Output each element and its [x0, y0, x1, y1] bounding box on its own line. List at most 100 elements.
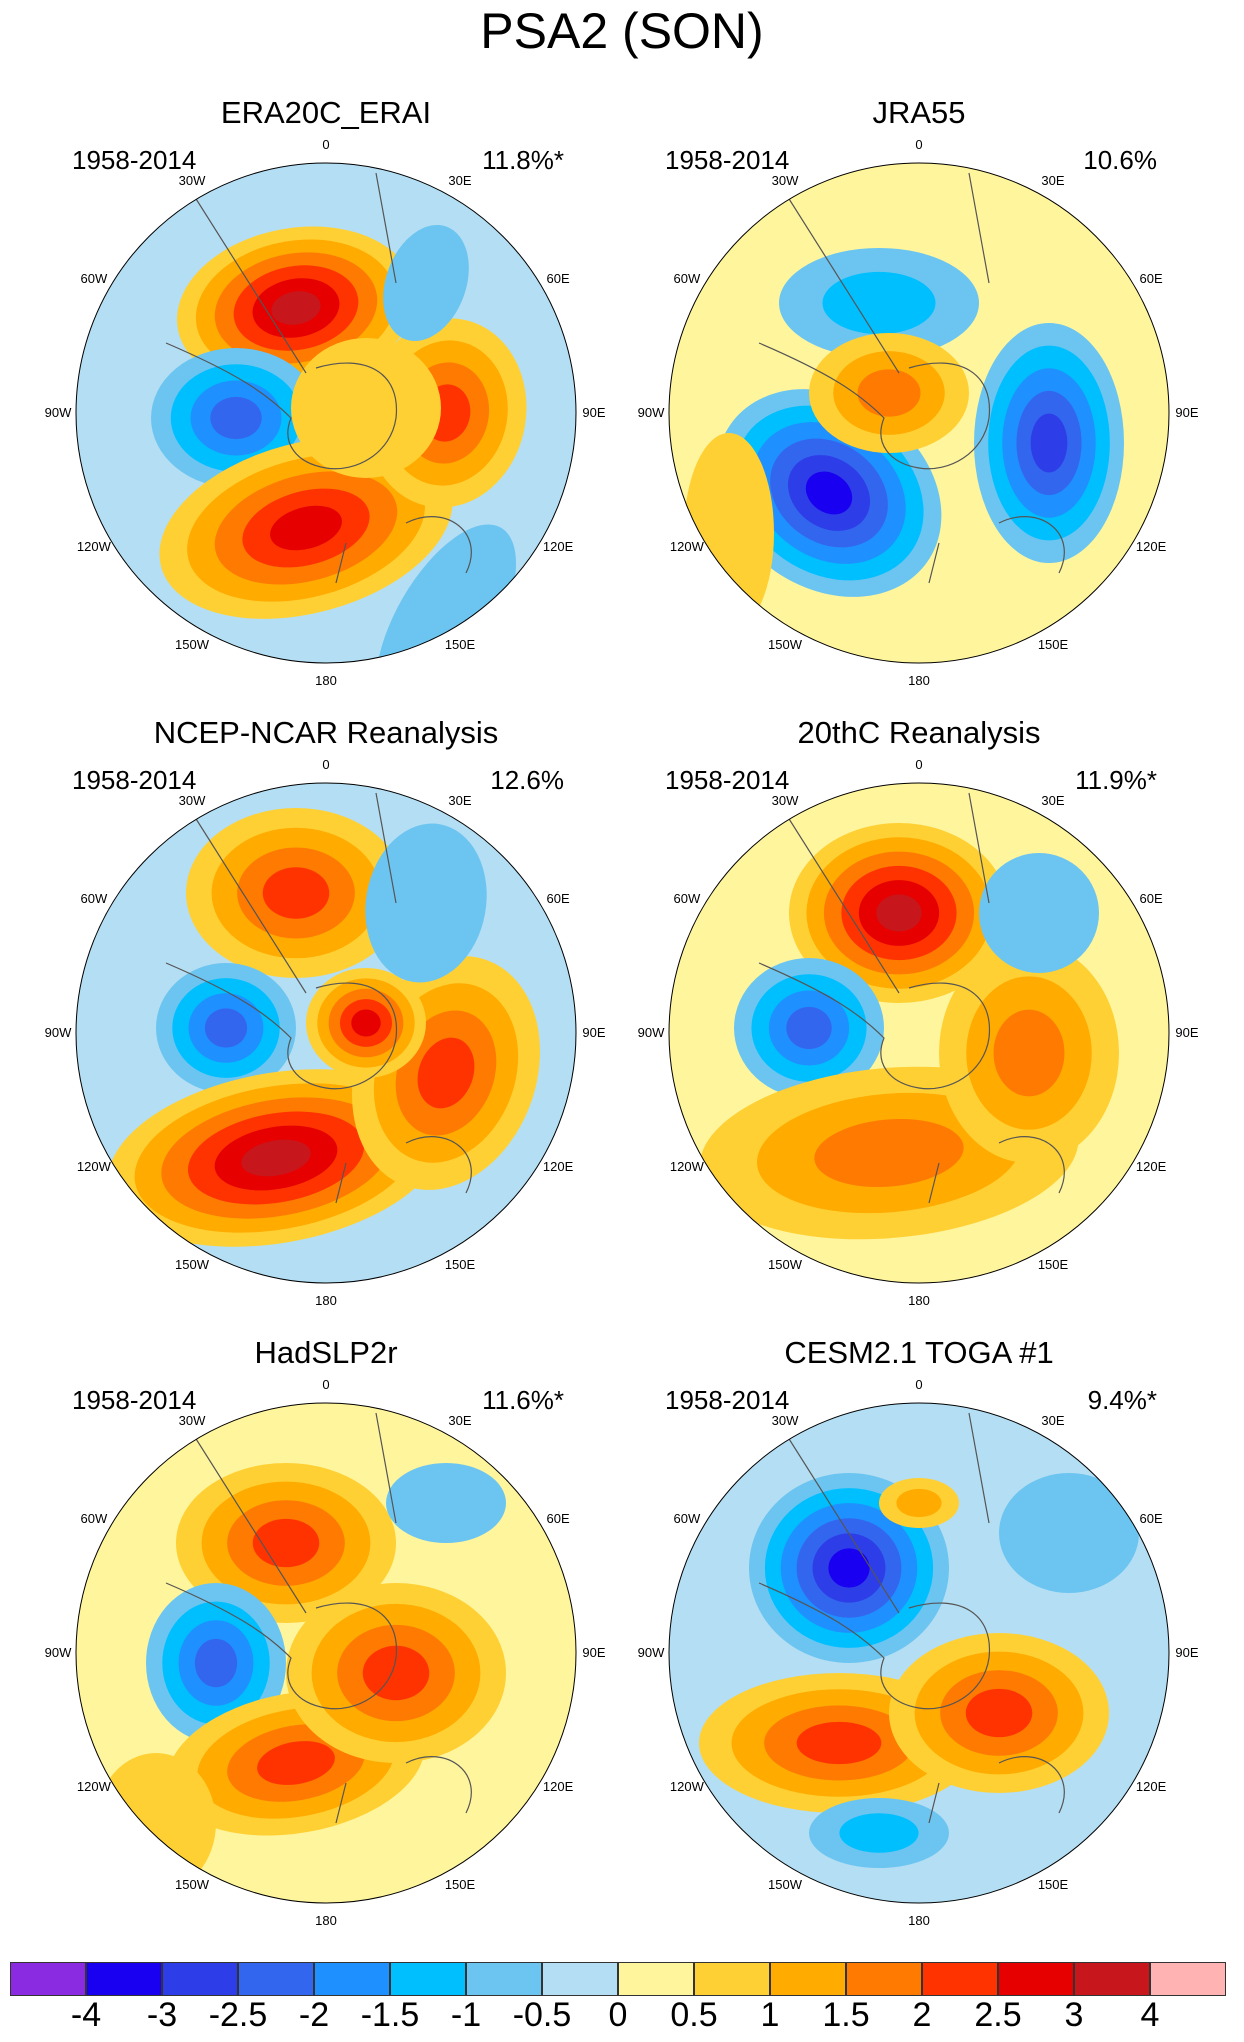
longitude-label: 60E: [546, 891, 570, 906]
map-boundary: [75, 782, 577, 1284]
longitude-label: 30W: [178, 172, 206, 188]
colorbar-swatch: [390, 1962, 466, 1996]
contour-shading: [417, 1037, 475, 1109]
coastline: [758, 1412, 1065, 1824]
longitude-label: 90W: [44, 1025, 72, 1040]
contour-shading: [194, 1638, 238, 1688]
longitude-label: 60E: [546, 1511, 570, 1526]
polar-map: [668, 162, 1170, 664]
contour-shading: [979, 853, 1099, 973]
contour-shading: [796, 1721, 882, 1765]
longitude-label: 150W: [175, 1877, 209, 1893]
longitude-label: 120E: [1135, 1159, 1167, 1174]
longitude-label: 150E: [1037, 637, 1069, 653]
contour-shading: [351, 1009, 381, 1037]
colorbar-label: 3: [1064, 1996, 1084, 2034]
colorbar-label: 1: [760, 1996, 780, 2034]
period-label: 1958-2014: [72, 145, 197, 175]
longitude-label: 30E: [1041, 792, 1065, 808]
longitude-label: 0: [915, 757, 923, 772]
longitude-label: 60W: [80, 271, 108, 286]
longitude-label: 120W: [669, 539, 704, 554]
contour-shading: [805, 471, 853, 515]
longitude-label: 60E: [546, 271, 570, 286]
longitude-label: 150E: [1037, 1877, 1069, 1893]
contour-shading: [96, 1753, 216, 1893]
longitude-label: 0: [322, 1377, 330, 1392]
colorbar-swatch: [846, 1962, 922, 1996]
contour-shading: [822, 271, 936, 335]
longitude-label: 30E: [448, 1412, 472, 1428]
longitude-label: 120E: [542, 1159, 574, 1174]
longitude-label: 150E: [444, 1257, 476, 1273]
longitude-label: 90W: [637, 1025, 665, 1040]
polar-map: [75, 162, 577, 664]
map-boundary: [668, 162, 1170, 664]
colorbar-label: -2: [298, 1996, 330, 2034]
contour-shading: [262, 867, 330, 919]
colorbar-label: -1.5: [360, 1996, 420, 2034]
longitude-label: 120E: [542, 539, 574, 554]
period-label: 1958-2014: [665, 1385, 790, 1415]
longitude-label: 90E: [1175, 1645, 1199, 1660]
colorbar-swatch: [998, 1962, 1074, 1996]
longitude-label: 60W: [80, 1511, 108, 1526]
contour-shading: [386, 1463, 506, 1543]
colorbar-label: -2.5: [208, 1996, 268, 2034]
colorbar-swatch: [162, 1962, 238, 1996]
contour-shading: [965, 1688, 1033, 1738]
colorbar-label: -0.5: [512, 1996, 572, 2034]
variance-label: 11.8%*: [482, 145, 564, 175]
longitude-label: 150E: [1037, 1257, 1069, 1273]
contour-shading: [204, 1008, 248, 1048]
longitude-label: 30W: [178, 1412, 206, 1428]
coastline: [758, 792, 1065, 1204]
polar-map: [668, 1402, 1170, 1904]
figure-title: PSA2 (SON): [480, 3, 764, 59]
colorbar-label: -1: [450, 1996, 482, 2034]
colorbar-swatch: [10, 1962, 86, 1996]
colorbar-label: -3: [146, 1996, 178, 2034]
longitude-label: 180: [908, 1293, 930, 1308]
longitude-label: 30E: [448, 792, 472, 808]
contour-shading: [786, 1006, 832, 1050]
colorbar-label: 2: [912, 1996, 932, 2034]
polar-map: [75, 1402, 577, 1904]
longitude-label: 90W: [44, 1645, 72, 1660]
longitude-label: 0: [322, 757, 330, 772]
colorbar-label: 1.5: [822, 1996, 870, 2034]
map-boundary: [668, 782, 1170, 1284]
longitude-label: 90E: [582, 405, 606, 420]
colorbar-label: -4: [70, 1996, 102, 2034]
contour-shading: [876, 894, 922, 932]
contour-shading: [365, 823, 487, 983]
colorbar-swatch: [314, 1962, 390, 1996]
contour-shading: [814, 1119, 964, 1187]
longitude-label: 0: [915, 137, 923, 152]
longitude-label: 180: [315, 1913, 337, 1928]
colorbar-label: 0: [608, 1996, 628, 2034]
contour-shading: [210, 396, 262, 440]
longitude-label: 120W: [76, 1159, 111, 1174]
period-label: 1958-2014: [72, 765, 197, 795]
longitude-label: 120E: [542, 1779, 574, 1794]
contour-shading: [270, 505, 342, 551]
longitude-label: 60E: [1139, 891, 1163, 906]
longitude-label: 180: [315, 1293, 337, 1308]
longitude-label: 60W: [673, 271, 701, 286]
longitude-label: 150W: [175, 1257, 209, 1273]
longitude-label: 180: [315, 673, 337, 688]
longitude-label: 120W: [669, 1779, 704, 1794]
colorbar-swatch: [238, 1962, 314, 1996]
longitude-label: 90E: [582, 1025, 606, 1040]
panel-title: NCEP-NCAR Reanalysis: [153, 715, 499, 750]
longitude-label: 150E: [444, 1877, 476, 1893]
longitude-label: 30W: [771, 172, 799, 188]
contour-shading: [257, 1741, 335, 1785]
colorbar-swatch: [694, 1962, 770, 1996]
polar-map: [668, 782, 1170, 1284]
longitude-label: 120W: [76, 1779, 111, 1794]
longitude-label: 180: [908, 1913, 930, 1928]
contour-shading: [252, 1518, 320, 1568]
contour-shading: [684, 433, 774, 633]
